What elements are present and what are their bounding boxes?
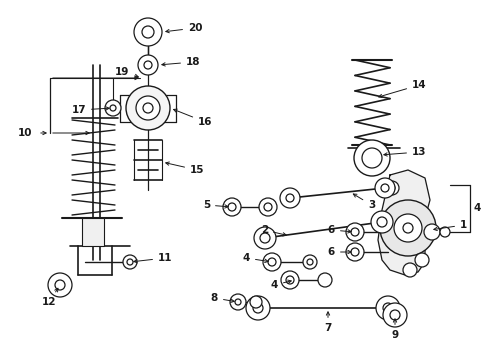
Circle shape [281,271,298,289]
Text: 2: 2 [260,225,285,236]
Circle shape [414,253,428,267]
Circle shape [370,211,392,233]
Circle shape [264,203,271,211]
Circle shape [402,223,412,233]
Circle shape [384,181,398,195]
Text: 13: 13 [383,147,426,157]
Circle shape [361,148,381,168]
Circle shape [127,259,133,265]
Circle shape [227,203,236,211]
Text: 12: 12 [42,288,58,307]
Circle shape [389,310,399,320]
Polygon shape [377,170,429,275]
Text: 1: 1 [433,220,467,231]
Text: 10: 10 [18,128,32,138]
Circle shape [388,185,394,191]
Circle shape [350,228,358,236]
Circle shape [353,140,389,176]
Circle shape [245,296,269,320]
Text: 17: 17 [71,105,109,115]
Circle shape [55,280,65,290]
Circle shape [136,96,160,120]
Circle shape [346,243,363,261]
Circle shape [134,18,162,46]
Circle shape [382,303,406,327]
Circle shape [105,100,121,116]
Text: 6: 6 [327,225,350,235]
Circle shape [223,198,241,216]
Text: 20: 20 [165,23,202,33]
Circle shape [235,299,241,305]
Circle shape [380,184,388,192]
Circle shape [260,233,269,243]
Circle shape [110,105,116,111]
Text: 6: 6 [327,247,350,257]
Text: 3: 3 [353,194,374,210]
Circle shape [439,227,449,237]
Circle shape [126,86,170,130]
Text: 5: 5 [203,200,228,210]
Text: 11: 11 [134,253,172,263]
Circle shape [48,273,72,297]
Circle shape [285,194,293,202]
Circle shape [249,296,262,308]
Text: 7: 7 [324,312,331,333]
Circle shape [376,217,386,227]
Text: 19: 19 [115,67,138,77]
Circle shape [423,224,439,240]
Circle shape [280,188,299,208]
Circle shape [267,258,275,266]
Circle shape [252,303,263,313]
Text: 4: 4 [270,280,291,290]
Circle shape [285,276,293,284]
Circle shape [253,227,275,249]
Circle shape [350,248,358,256]
Text: 8: 8 [210,293,234,303]
Circle shape [393,214,421,242]
Circle shape [306,259,312,265]
Text: 16: 16 [173,109,212,127]
Circle shape [382,303,392,313]
Text: 15: 15 [165,162,204,175]
Text: 9: 9 [390,319,398,340]
Bar [82,218,104,246]
Circle shape [374,178,394,198]
Text: 14: 14 [378,80,426,98]
Text: 4: 4 [473,203,480,213]
Circle shape [379,200,435,256]
Circle shape [375,296,399,320]
Circle shape [143,61,152,69]
Circle shape [142,26,154,38]
Circle shape [402,263,416,277]
Circle shape [142,103,153,113]
Circle shape [317,273,331,287]
Circle shape [346,223,363,241]
Circle shape [123,255,137,269]
Text: 4: 4 [242,253,267,263]
Text: 18: 18 [162,57,200,67]
Circle shape [259,198,276,216]
Circle shape [229,294,245,310]
Circle shape [263,253,281,271]
Circle shape [303,255,316,269]
Circle shape [138,55,158,75]
